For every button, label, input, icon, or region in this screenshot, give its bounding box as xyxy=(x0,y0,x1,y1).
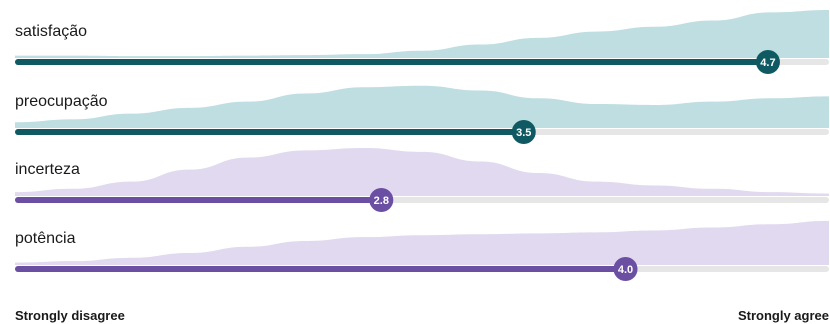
axis-min-label: Strongly disagree xyxy=(15,308,125,323)
likert-row: satisfação 4.7 xyxy=(15,10,829,74)
likert-row: incerteza 2.8 xyxy=(15,148,829,212)
row-label: satisfação xyxy=(15,23,87,40)
axis-max-label: Strongly agree xyxy=(738,308,829,323)
value-bar xyxy=(15,59,768,65)
distribution-area xyxy=(15,85,829,128)
mean-marker xyxy=(511,120,536,144)
distribution-area xyxy=(15,220,829,265)
distribution-area xyxy=(15,10,829,58)
row-label: incerteza xyxy=(15,161,80,178)
mean-marker xyxy=(613,257,638,281)
mean-value-label: 3.5 xyxy=(516,127,531,139)
row-label: preocupação xyxy=(15,93,108,110)
mean-value-label: 4.7 xyxy=(760,57,775,69)
value-bar xyxy=(15,197,382,203)
value-bar xyxy=(15,266,626,272)
row-label: potência xyxy=(15,230,76,247)
likert-row: preocupação 3.5 xyxy=(15,85,829,144)
mean-marker xyxy=(755,50,780,74)
mean-value-label: 2.8 xyxy=(374,195,389,207)
distribution-area xyxy=(15,148,829,196)
likert-row: potência 4.0 xyxy=(15,220,829,281)
value-bar xyxy=(15,129,524,135)
mean-value-label: 4.0 xyxy=(618,264,633,276)
mean-marker xyxy=(369,188,394,212)
